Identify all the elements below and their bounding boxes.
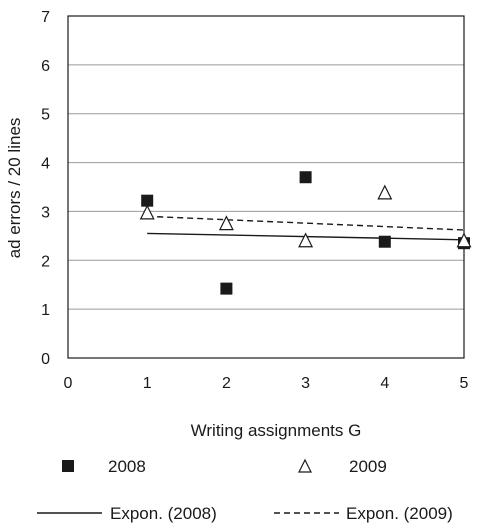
y-tick-label: 1 <box>41 302 50 319</box>
x-axis-label: Writing assignments G <box>191 421 362 440</box>
x-tick-label: 3 <box>301 375 310 392</box>
point-2008 <box>300 171 312 183</box>
point-2008 <box>220 283 232 295</box>
legend-label-2008: 2008 <box>108 457 146 476</box>
x-tick-label: 2 <box>222 375 231 392</box>
x-tick-label: 0 <box>64 375 73 392</box>
y-axis-label: ad errors / 20 lines <box>5 118 24 259</box>
legend-marker-2008 <box>62 460 74 472</box>
y-tick-label: 5 <box>41 107 50 124</box>
legend-label-expon-2009: Expon. (2009) <box>346 504 453 523</box>
x-tick-label: 4 <box>380 375 389 392</box>
y-tick-label: 4 <box>41 156 50 173</box>
legend-label-expon-2008: Expon. (2008) <box>110 504 217 523</box>
y-tick-label: 0 <box>41 351 50 368</box>
x-tick-label: 5 <box>460 375 469 392</box>
y-tick-label: 6 <box>41 58 50 75</box>
x-tick-label: 1 <box>143 375 152 392</box>
y-tick-label: 7 <box>41 9 50 26</box>
y-tick-label: 2 <box>41 253 50 270</box>
point-2008 <box>379 236 391 248</box>
legend-label-2009: 2009 <box>349 457 387 476</box>
y-tick-label: 3 <box>41 204 50 221</box>
